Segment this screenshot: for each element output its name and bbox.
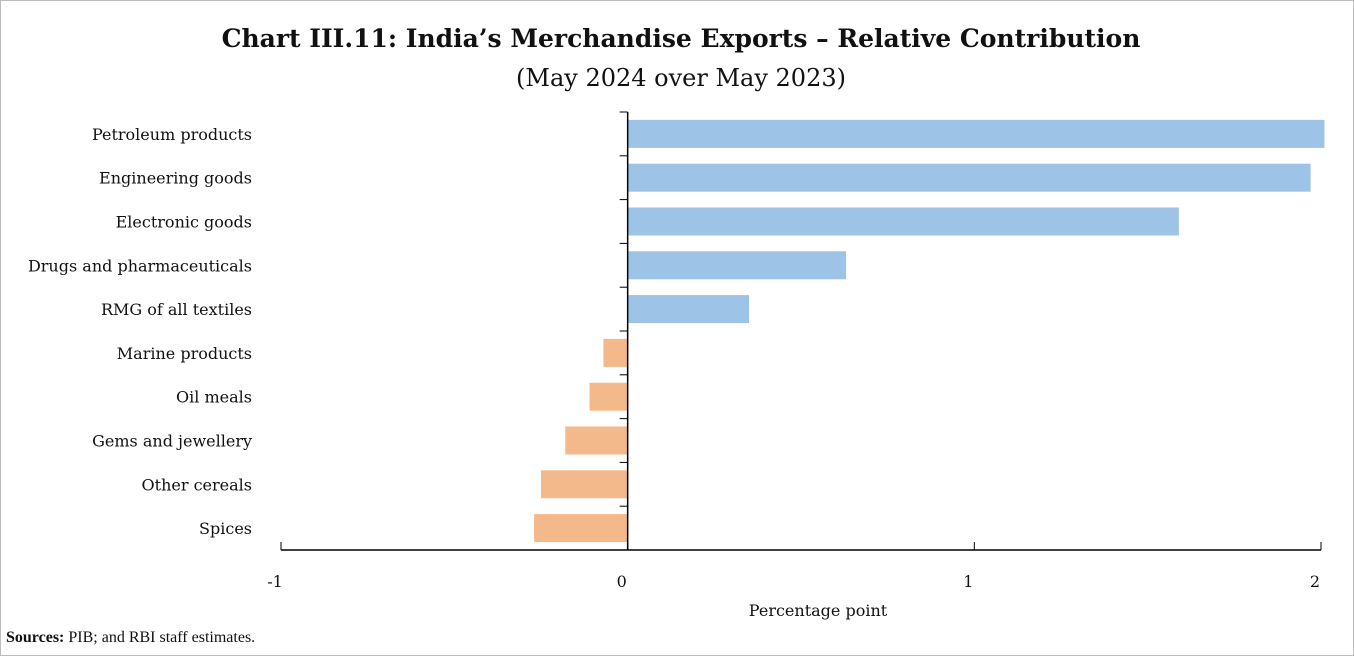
category-label: Marine products: [117, 344, 252, 363]
category-label: Drugs and pharmaceuticals: [28, 256, 252, 275]
category-label: Electronic goods: [116, 213, 252, 232]
bar: [603, 338, 628, 367]
category-label: Petroleum products: [92, 125, 252, 144]
chart-subtitle: (May 2024 over May 2023): [516, 64, 846, 92]
bar: [627, 207, 1179, 236]
x-tick-label: 0: [617, 572, 627, 591]
category-label: RMG of all textiles: [101, 300, 252, 319]
bar: [627, 163, 1311, 192]
category-label: Gems and jewellery: [92, 432, 252, 451]
x-axis-label: Percentage point: [749, 601, 888, 620]
x-tick-label: 1: [963, 572, 973, 591]
chart-title: Chart III.11: India’s Merchandise Export…: [221, 24, 1141, 53]
source-note: Sources: PIB; and RBI staff estimates.: [6, 629, 255, 647]
bar: [534, 514, 628, 543]
category-label: Oil meals: [176, 388, 252, 407]
category-label: Engineering goods: [99, 169, 252, 188]
bar: [541, 470, 628, 499]
bar: [589, 382, 628, 411]
bar: [565, 426, 628, 455]
x-tick-label: -1: [267, 572, 283, 591]
source-label: Sources:: [6, 629, 65, 646]
x-tick-label: 2: [1310, 572, 1320, 591]
bar: [627, 295, 749, 324]
category-label: Other cereals: [142, 475, 252, 494]
category-label: Spices: [199, 519, 252, 538]
bar: [627, 251, 847, 280]
source-text: PIB; and RBI staff estimates.: [64, 629, 256, 646]
bar: [627, 119, 1325, 148]
